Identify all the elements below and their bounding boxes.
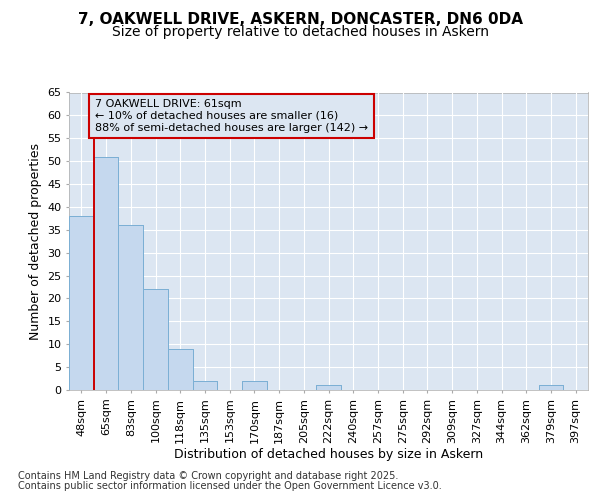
- Bar: [316, 386, 341, 390]
- Bar: [143, 290, 168, 390]
- Bar: [143, 290, 168, 390]
- Bar: [539, 386, 563, 390]
- Bar: [242, 381, 267, 390]
- Bar: [539, 386, 563, 390]
- Bar: [242, 381, 267, 390]
- Bar: [168, 349, 193, 390]
- Bar: [94, 156, 118, 390]
- Bar: [118, 225, 143, 390]
- Bar: [118, 225, 143, 390]
- Bar: [69, 216, 94, 390]
- Bar: [193, 381, 217, 390]
- X-axis label: Distribution of detached houses by size in Askern: Distribution of detached houses by size …: [174, 448, 483, 462]
- Text: 7, OAKWELL DRIVE, ASKERN, DONCASTER, DN6 0DA: 7, OAKWELL DRIVE, ASKERN, DONCASTER, DN6…: [77, 12, 523, 28]
- Text: Contains public sector information licensed under the Open Government Licence v3: Contains public sector information licen…: [18, 481, 442, 491]
- Bar: [69, 216, 94, 390]
- Bar: [316, 386, 341, 390]
- Bar: [168, 349, 193, 390]
- Text: 7 OAKWELL DRIVE: 61sqm
← 10% of detached houses are smaller (16)
88% of semi-det: 7 OAKWELL DRIVE: 61sqm ← 10% of detached…: [95, 100, 368, 132]
- Bar: [193, 381, 217, 390]
- Text: Contains HM Land Registry data © Crown copyright and database right 2025.: Contains HM Land Registry data © Crown c…: [18, 471, 398, 481]
- Text: Size of property relative to detached houses in Askern: Size of property relative to detached ho…: [112, 25, 488, 39]
- Y-axis label: Number of detached properties: Number of detached properties: [29, 143, 41, 340]
- Bar: [94, 156, 118, 390]
